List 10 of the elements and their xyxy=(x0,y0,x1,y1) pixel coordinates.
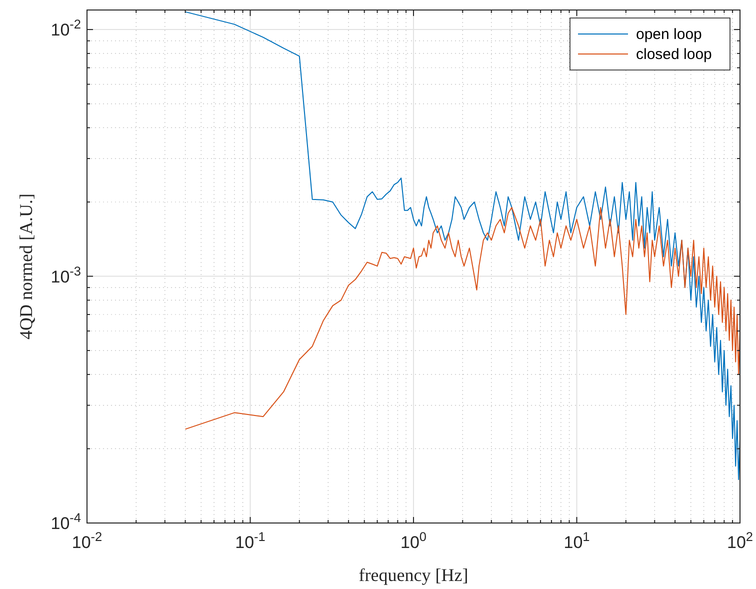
x-tick-label: 10$^{2}$ xyxy=(726,528,754,552)
x-axis-title: frequency [Hz] xyxy=(358,565,468,585)
y-tick-label: 10$^{-3}$ xyxy=(50,262,81,286)
x-tick-label: 10$^{0}$ xyxy=(400,528,427,552)
x-tick-label: 10$^{-1}$ xyxy=(235,528,266,552)
y-axis-title: 4QD normed [A.U.] xyxy=(16,194,36,340)
x-tick-label: 10$^{1}$ xyxy=(564,528,590,552)
legend-label: open loop xyxy=(636,26,702,43)
y-tick-label: 10$^{-2}$ xyxy=(50,16,81,40)
legend-label: closed loop xyxy=(636,46,712,63)
